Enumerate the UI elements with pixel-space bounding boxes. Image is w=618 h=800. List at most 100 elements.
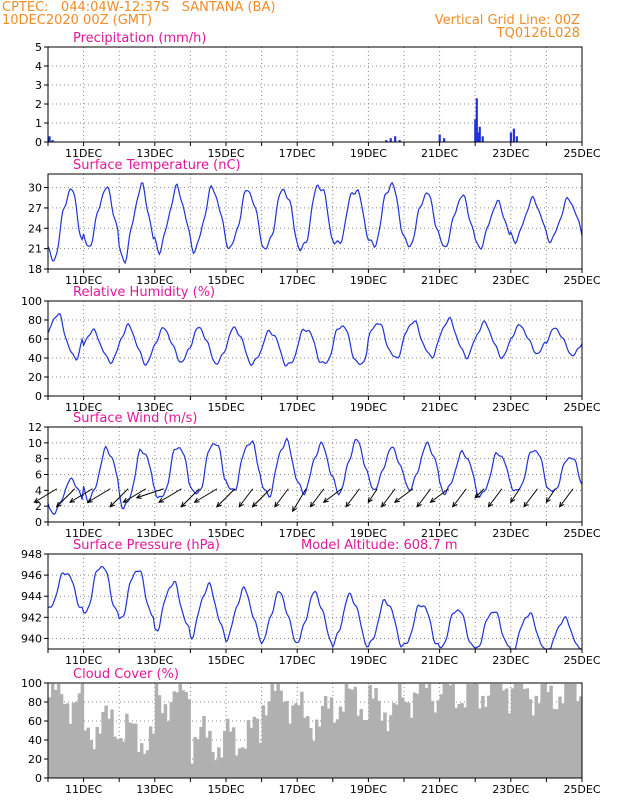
cloud-bar: [472, 683, 476, 778]
cloud-bar: [528, 699, 533, 778]
cloud-bar: [312, 740, 316, 778]
series-humidity: [47, 313, 583, 367]
cloud-bar: [466, 683, 470, 778]
x-tick-label: 17DEC: [279, 527, 316, 540]
wind-arrow: [487, 488, 503, 508]
cloud-bar: [341, 711, 346, 778]
cloud-bar: [228, 731, 233, 778]
cloud-bar: [145, 750, 150, 778]
cloud-bar: [104, 705, 108, 778]
wind-arrow-shaft: [323, 488, 343, 503]
cloud-bar: [377, 700, 381, 778]
y-tick-label: 4: [35, 484, 42, 497]
precip-bar: [515, 136, 518, 142]
wind-arrow: [135, 488, 164, 499]
wind-arrow: [416, 488, 432, 508]
precip-bar: [394, 136, 397, 142]
cloud-bar: [53, 689, 58, 778]
cloud-bar: [131, 723, 135, 778]
precip-bar: [438, 134, 441, 142]
y-tick-label: 4: [35, 60, 42, 73]
cloud-bar: [172, 691, 177, 778]
wind-arrow-head: [558, 501, 565, 508]
series-precip: [48, 98, 518, 142]
precip-bar: [385, 140, 388, 142]
cloud-bar: [406, 702, 411, 778]
y-tick-label: 27: [28, 202, 42, 215]
wind-arrow-head: [33, 497, 40, 503]
wind-arrow: [216, 488, 236, 508]
y-tick-label: 20: [28, 371, 42, 384]
precip-bar: [481, 136, 484, 142]
wind-arrow: [122, 488, 147, 503]
cloud-bar: [525, 688, 530, 778]
cloud-bar: [549, 685, 553, 778]
cloud-bar: [344, 683, 349, 778]
wind-arrow: [292, 488, 307, 513]
cloud-bar: [134, 723, 138, 778]
y-tick-label: 0: [35, 390, 42, 403]
x-tick-label: 15DEC: [207, 401, 244, 414]
series-temperature: [47, 181, 583, 265]
precip-bar: [389, 138, 392, 142]
wind-arrow: [429, 488, 449, 503]
wind-arrow-head: [180, 501, 187, 508]
x-tick-label: 21DEC: [421, 527, 458, 540]
cloud-bar: [119, 738, 123, 778]
cloud-bar: [169, 702, 174, 778]
cloud-bar: [223, 730, 227, 778]
cloud-bar: [332, 722, 337, 778]
precip-bar: [398, 140, 401, 142]
x-tick-label: 25DEC: [563, 654, 600, 667]
cloud-bar: [365, 720, 369, 778]
wind-arrow-head: [523, 501, 529, 508]
cloud-bar: [519, 683, 524, 778]
cloud-bar: [187, 699, 191, 778]
wind-arrow: [251, 488, 271, 508]
cloud-bar: [202, 715, 206, 778]
wind-arrow: [393, 488, 414, 503]
y-axis: 940 942 944 946 948: [21, 548, 48, 645]
cloud-bar: [279, 690, 283, 778]
cloud-bar: [261, 705, 266, 778]
cloud-bar: [481, 695, 485, 778]
cloud-bar: [552, 708, 556, 778]
wind-arrow-head: [292, 506, 298, 513]
y-tick-label: 80: [28, 314, 42, 327]
y-tick-label: 18: [28, 263, 42, 276]
cloud-bar: [62, 704, 67, 778]
wind-arrow-shaft: [123, 488, 147, 503]
x-tick-label: 21DEC: [421, 401, 458, 414]
cloud-bar: [154, 683, 159, 778]
cloud-bar: [504, 688, 509, 778]
wind-arrow: [474, 488, 485, 499]
y-tick-label: 60: [28, 333, 42, 346]
wind-arrow-shaft: [309, 488, 325, 508]
y-axis: 0 2 4 6 8 10 12: [28, 421, 48, 529]
x-tick-label: 15DEC: [207, 783, 244, 796]
cloud-bar: [211, 752, 215, 778]
x-tick-label: 23DEC: [492, 527, 529, 540]
cloud-bar: [276, 683, 280, 778]
cloud-bar: [71, 702, 76, 778]
wind-arrow: [510, 488, 521, 504]
x-tick-label: 25DEC: [563, 783, 600, 796]
cloud-bar: [567, 683, 571, 778]
x-tick-label: 25DEC: [563, 401, 600, 414]
cloud-bar: [329, 697, 334, 778]
cloud-bar: [317, 726, 322, 778]
cloud-bar: [98, 733, 102, 778]
cloud-bar: [386, 731, 390, 778]
wind-arrow: [545, 488, 556, 504]
cloud-bar: [564, 683, 568, 778]
x-tick-label: 17DEC: [279, 274, 316, 287]
cloud-bar: [142, 753, 147, 778]
cloud-bar: [220, 757, 224, 778]
gridlines: [48, 301, 582, 396]
wind-arrow-shaft: [158, 488, 182, 503]
wind-arrow-shaft: [194, 488, 218, 503]
wind-arrow: [55, 488, 76, 508]
precip-bar: [443, 138, 446, 142]
panel-precip: 0 1 2 3 4 5 11DEC 13DEC 15DEC 17DEC 19DEC 21DEC 23DE…: [35, 31, 601, 160]
cloud-bar: [374, 688, 378, 778]
